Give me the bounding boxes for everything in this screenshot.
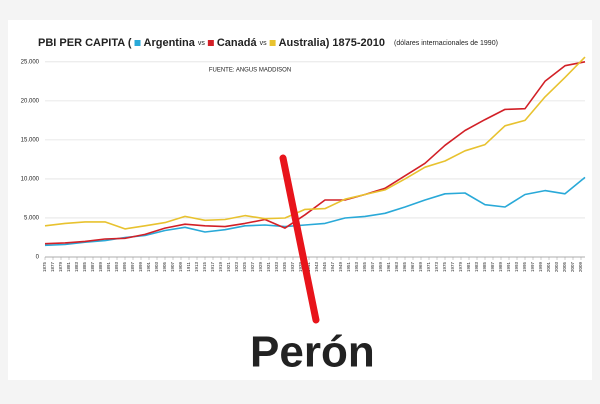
x-tick-label: 1993 xyxy=(514,262,519,273)
y-tick-label: 5.000 xyxy=(24,216,40,222)
x-tick-label: 1879 xyxy=(58,262,63,273)
x-tick-label: 1935 xyxy=(282,262,287,273)
x-tick-label: 1917 xyxy=(210,262,215,273)
x-tick-label: 1987 xyxy=(490,262,495,273)
series-line xyxy=(44,56,586,230)
x-tick-label: 1963 xyxy=(394,262,399,273)
x-tick-label: 1877 xyxy=(50,262,55,273)
x-tick-label: 1929 xyxy=(258,262,263,273)
y-tick-label: 0 xyxy=(36,255,40,261)
y-tick-label: 20.000 xyxy=(21,98,40,104)
x-tick-label: 1991 xyxy=(506,262,511,273)
x-tick-label: 1911 xyxy=(186,262,191,272)
x-tick-label: 1939 xyxy=(298,262,303,273)
x-tick-label: 1883 xyxy=(74,262,79,273)
y-tick-label: 10.000 xyxy=(21,177,40,183)
x-tick-label: 1985 xyxy=(482,262,487,273)
x-tick-label: 1881 xyxy=(66,262,71,273)
title-part: vs xyxy=(198,40,206,47)
x-tick-label: 1907 xyxy=(170,262,175,273)
x-tick-label: 1899 xyxy=(138,262,143,273)
x-tick-label: 1945 xyxy=(322,262,327,273)
x-tick-label: 1925 xyxy=(242,262,247,273)
x-tick-label: 1975 xyxy=(442,262,447,273)
title-part: Argentina xyxy=(144,37,196,49)
x-tick-label: 1983 xyxy=(474,262,479,273)
x-tick-label: 1965 xyxy=(402,262,407,273)
x-tick-label: 1913 xyxy=(194,262,199,273)
x-tick-label: 1997 xyxy=(530,262,535,273)
x-tick-label: 2003 xyxy=(554,262,559,273)
x-tick-label: 1961 xyxy=(386,262,391,273)
x-tick-label: 1893 xyxy=(114,262,119,273)
title-part: (dólares internacionales de 1990) xyxy=(394,40,498,47)
x-tick-label: 1903 xyxy=(154,262,159,273)
title-part: vs xyxy=(260,40,268,47)
x-tick-label: 1999 xyxy=(538,262,543,273)
x-tick-label: 1889 xyxy=(98,262,103,273)
x-tick-label: 1957 xyxy=(370,262,375,273)
x-tick-label: 1909 xyxy=(178,262,183,273)
title-part: Australia xyxy=(279,37,327,49)
x-tick-label: 2001 xyxy=(546,262,551,273)
x-tick-label: 1875 xyxy=(42,262,47,273)
legend-swatch xyxy=(134,40,141,46)
annotation: Perón xyxy=(250,328,375,377)
legend-swatch xyxy=(269,40,276,46)
x-tick-label: 2009 xyxy=(578,262,583,273)
x-tick-label: 1921 xyxy=(226,262,231,273)
x-tick-label: 1927 xyxy=(250,262,255,273)
title-part: Canadá xyxy=(217,37,258,49)
x-tick-label: 1943 xyxy=(314,262,319,273)
x-tick-label: 1905 xyxy=(162,262,167,273)
chart-background xyxy=(8,20,592,380)
x-tick-label: 1977 xyxy=(450,262,455,273)
x-tick-label: 1923 xyxy=(234,262,239,273)
source: FUENTE: ANGUS MADDISON xyxy=(209,68,291,74)
series-line xyxy=(44,61,586,245)
x-tick-label: 1949 xyxy=(338,262,343,273)
x-tick-label: 1931 xyxy=(266,262,271,273)
x-tick-label: 1885 xyxy=(82,262,87,273)
x-tick-label: 1959 xyxy=(378,262,383,273)
x-tick-label: 1919 xyxy=(218,262,223,273)
x-tick-label: 1951 xyxy=(346,262,351,273)
x-tick-label: 1971 xyxy=(426,262,431,273)
title-part: ) 1875-2010 xyxy=(326,37,385,49)
legend-swatch xyxy=(207,40,214,46)
x-tick-label: 1895 xyxy=(122,262,127,273)
x-tick-label: 1981 xyxy=(466,262,471,273)
x-tick-label: 1995 xyxy=(522,262,527,273)
x-tick-label: 1891 xyxy=(106,262,111,273)
title-part: PBI PER CAPITA ( xyxy=(38,37,132,49)
x-tick-label: 2005 xyxy=(562,262,567,273)
x-tick-label: 2007 xyxy=(570,262,575,273)
x-tick-label: 1901 xyxy=(146,262,151,273)
x-tick-label: 1979 xyxy=(458,262,463,273)
x-tick-label: 1887 xyxy=(90,262,95,273)
x-tick-label: 1973 xyxy=(434,262,439,273)
x-tick-label: 1915 xyxy=(202,262,207,273)
x-tick-label: 1969 xyxy=(418,262,423,273)
y-tick-label: 25.000 xyxy=(21,59,40,65)
x-tick-label: 1947 xyxy=(330,262,335,273)
x-tick-label: 1967 xyxy=(410,262,415,273)
x-tick-label: 1989 xyxy=(498,262,503,273)
x-tick-label: 1937 xyxy=(290,262,295,273)
y-tick-label: 15.000 xyxy=(21,137,40,143)
x-tick-label: 1933 xyxy=(274,262,279,273)
x-tick-label: 1897 xyxy=(130,262,135,273)
annotation-stroke xyxy=(279,154,320,324)
x-tick-label: 1955 xyxy=(362,262,367,273)
x-tick-label: 1953 xyxy=(354,262,359,273)
